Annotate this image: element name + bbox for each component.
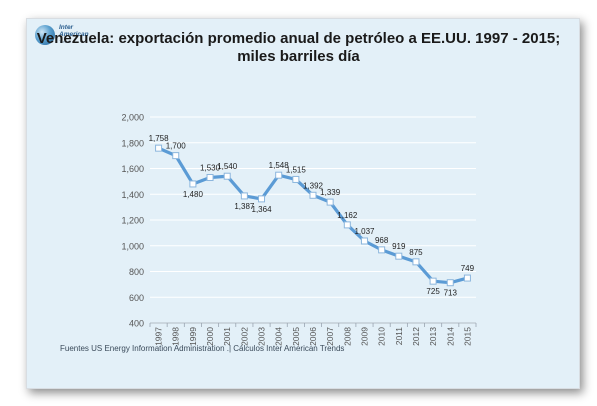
data-label: 1,480 (183, 190, 204, 199)
chart-slide: Inter American Trends (26, 18, 580, 389)
x-tick-label: 2014 (445, 327, 455, 346)
data-label: 1,530 (200, 164, 221, 173)
chart-title: Venezuela: exportación promedio anual de… (0, 30, 597, 66)
data-point (343, 221, 351, 229)
y-tick-label: 1,800 (121, 138, 144, 148)
data-point (155, 144, 163, 152)
logo-line-3: Trends (59, 39, 72, 44)
data-point (463, 274, 471, 282)
data-label: 1,162 (337, 211, 358, 220)
data-label: 1,392 (303, 181, 324, 190)
x-tick-label: 2010 (377, 327, 387, 346)
data-label: 1,037 (354, 227, 375, 236)
chart-title-line-1: Venezuela: exportación promedio anual de… (36, 30, 561, 47)
y-tick-label: 800 (129, 267, 144, 277)
x-tick-label: 2012 (411, 327, 421, 346)
data-label: 1,339 (320, 188, 341, 197)
data-point (429, 277, 437, 285)
data-label: 1,758 (149, 134, 170, 143)
data-point (446, 279, 454, 287)
data-point (258, 195, 266, 203)
data-label: 1,540 (217, 162, 238, 171)
x-tick-label: 2011 (394, 327, 404, 346)
y-tick-label: 1,000 (121, 241, 144, 251)
data-label: 1,387 (234, 202, 255, 211)
data-point (395, 252, 403, 260)
y-tick-label: 1,200 (121, 216, 144, 226)
data-label: 725 (426, 287, 440, 296)
data-point (292, 175, 300, 183)
data-label: 1,364 (252, 205, 273, 214)
data-label: 1,548 (269, 161, 290, 170)
x-tick-label: 2009 (359, 327, 369, 346)
logo-line-1: Inter (59, 24, 74, 31)
data-point (223, 172, 231, 180)
x-tick-label: 1997 (154, 327, 164, 346)
data-point (412, 258, 420, 266)
x-tick-label: 1998 (171, 327, 181, 346)
x-tick-label: 2015 (462, 327, 472, 346)
x-tick-label: 2007 (325, 327, 335, 346)
data-point (240, 192, 248, 200)
data-point (360, 237, 368, 245)
data-point (275, 171, 283, 179)
x-tick-label: 2000 (205, 327, 215, 346)
data-point (326, 198, 334, 206)
data-label: 1,515 (286, 165, 307, 174)
x-tick-label: 2003 (257, 327, 267, 346)
x-tick-label: 2008 (342, 327, 352, 346)
x-tick-label: 2001 (222, 327, 232, 346)
data-point (206, 174, 214, 182)
data-label: 919 (392, 242, 406, 251)
data-label: 749 (461, 264, 475, 273)
x-tick-label: 2006 (308, 327, 318, 346)
data-label: 713 (444, 289, 458, 298)
data-point (172, 152, 180, 160)
chart-title-line-2: miles barriles día (237, 48, 360, 65)
data-label: 875 (409, 248, 423, 257)
y-tick-label: 2,000 (121, 113, 144, 123)
data-label: 968 (375, 236, 389, 245)
data-point (309, 191, 317, 199)
x-tick-label: 1999 (188, 327, 198, 346)
y-tick-label: 1,400 (121, 190, 144, 200)
logo-line-2: American (59, 31, 89, 38)
logo-text: Inter American Trends (59, 24, 89, 45)
source-note: Fuentes US Energy Information Administra… (60, 344, 345, 353)
x-tick-label: 2005 (291, 327, 301, 346)
y-tick-label: 400 (129, 319, 144, 329)
x-tick-label: 2002 (239, 327, 249, 346)
data-point (378, 246, 386, 254)
company-logo: Inter American Trends (33, 23, 103, 47)
x-tick-label: 2013 (428, 327, 438, 346)
data-label: 1,700 (166, 142, 187, 151)
globe-icon (35, 25, 55, 45)
x-tick-label: 2004 (274, 327, 284, 346)
y-tick-label: 600 (129, 293, 144, 303)
data-point (189, 180, 197, 188)
y-tick-label: 1,600 (121, 164, 144, 174)
